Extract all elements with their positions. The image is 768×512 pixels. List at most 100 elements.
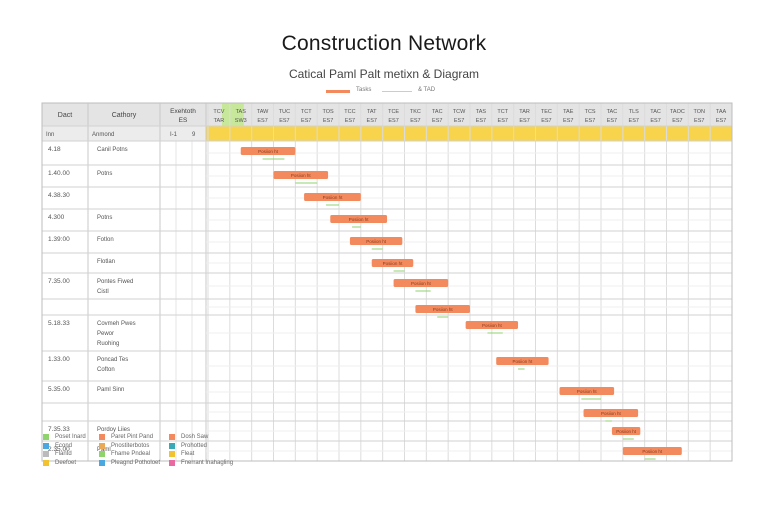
chart-title: Construction Network <box>281 32 487 55</box>
row-category: Paml <box>97 447 111 453</box>
task-bar <box>393 279 449 287</box>
task-bar <box>465 321 519 329</box>
row-category: Fotlon <box>97 237 114 243</box>
period-label-bottom: ES7 <box>672 118 682 124</box>
period-label-top: TUC <box>279 109 290 115</box>
legend-swatch <box>43 442 49 449</box>
row-date: 4.300 <box>48 214 65 221</box>
legend-item: Pnostiterbotos <box>99 442 149 450</box>
task-bar <box>330 215 388 223</box>
task-bar-label: Posiion ht <box>366 239 387 244</box>
period-label-top: TON <box>693 109 705 115</box>
task-bar <box>371 259 414 267</box>
legend-item: Dosh Saw <box>169 433 208 441</box>
legend-label: Pnostiterbotos <box>111 442 150 449</box>
legend-swatch <box>99 434 105 440</box>
task-bar <box>240 147 296 155</box>
subheader-date: Inn <box>46 132 54 138</box>
period-label-top: TCV <box>213 109 224 115</box>
row-category: Canil Potns <box>97 147 128 153</box>
period-label-top: TCT <box>497 109 508 115</box>
period-label-bottom: ES7 <box>476 118 486 124</box>
legend-label: Pleagnd Potholoet <box>111 459 161 466</box>
task-bar-label: Posiion ht <box>642 449 663 454</box>
row-date: 1.39:00 <box>48 236 70 243</box>
period-label-bottom: ES7 <box>367 118 377 124</box>
task-bar-label: Posiion ht <box>258 149 279 154</box>
period-label-bottom: ES7 <box>716 118 726 124</box>
row-category: Covmeh Pwes <box>97 321 136 327</box>
period-label-bottom: ES7 <box>432 118 442 124</box>
period-label-bottom: ES7 <box>498 118 508 124</box>
row-date: 4.18 <box>48 146 61 153</box>
task-bar-label: Posiion ht <box>616 429 637 434</box>
period-label-top: TKC <box>410 109 421 115</box>
legend-item: Fleat <box>169 450 194 458</box>
task-bar <box>415 305 470 313</box>
period-label-bottom: SW3 <box>235 118 247 124</box>
period-label-top: TAE <box>563 109 574 115</box>
period-label-top: TCC <box>344 109 355 115</box>
legend-swatch <box>169 451 175 457</box>
period-label-top: TAA <box>716 109 727 115</box>
legend-label: Dosh Saw <box>181 434 209 440</box>
period-label-top: TAS <box>476 109 487 115</box>
period-label-bottom: ES7 <box>585 118 595 124</box>
period-label-top: TCT <box>301 109 312 115</box>
row-date: 1.33.00 <box>48 356 70 363</box>
row-date: 4.38.30 <box>48 192 70 199</box>
period-label-top: TAS <box>236 109 247 115</box>
top-legend-label-tasks: Tasks <box>356 87 372 93</box>
task-bar-label: Posiion ht <box>433 307 454 312</box>
legend-label: Econd <box>55 442 73 449</box>
period-label-top: TAT <box>367 109 377 115</box>
chart-subtitle: Catical Paml Palt metixn & Diagram <box>288 67 480 81</box>
row-category: Paml Sinn <box>97 387 124 393</box>
task-bar <box>349 237 403 245</box>
row-category: Flotlan <box>97 259 115 265</box>
period-label-top: TOS <box>322 109 334 115</box>
legend-swatch <box>43 434 49 440</box>
task-bar-label: Posiion ht <box>349 217 370 222</box>
period-label-top: TCE <box>388 109 399 115</box>
period-label-bottom: ES7 <box>345 118 355 124</box>
row-category: Cistl <box>97 289 109 295</box>
row-category: Cofton <box>97 367 115 373</box>
legend-swatch <box>43 459 49 466</box>
task-bar-label: Posiion ht <box>411 281 432 286</box>
period-label-top: TLS <box>629 109 639 115</box>
legend-label: Prohotted <box>181 442 208 449</box>
legend-label: Paret Pint Pand <box>111 434 154 440</box>
legend-swatch <box>43 451 49 457</box>
period-label-bottom: ES7 <box>607 118 617 124</box>
period-label-bottom: ES7 <box>323 118 333 124</box>
task-bar-label: Posiion ht <box>291 173 312 178</box>
legend-label: Deefoet <box>55 459 77 466</box>
row-category: Pewor <box>97 331 114 337</box>
legend-item: Fhame Pndeal <box>99 450 150 458</box>
row-category: Poncad Tes <box>97 357 128 363</box>
subheader-es-b: 9 <box>192 132 196 138</box>
task-bar <box>559 387 615 395</box>
legend-item: Econd <box>43 442 72 450</box>
period-label-bottom: ES7 <box>541 118 551 124</box>
legend-swatch <box>99 459 105 466</box>
row-date: 7.35.33 <box>48 426 70 433</box>
task-bar <box>304 193 361 201</box>
header-category: Cathory <box>112 112 137 119</box>
task-bar-label: Posiion ht <box>323 195 344 200</box>
row-category: Potns <box>97 215 112 221</box>
period-label-bottom: ES7 <box>279 118 289 124</box>
legend-item: Prohotted <box>169 442 207 450</box>
period-label-top: TAC <box>650 109 661 115</box>
legend-label: Fnerrant Inahagling <box>181 459 234 466</box>
legend-item: Flantd <box>43 450 72 458</box>
header-date: Dact <box>58 112 72 119</box>
period-label-top: TAC <box>607 109 618 115</box>
subheader-category: Anmond <box>92 132 114 138</box>
period-label-top: TCW <box>453 109 466 115</box>
task-bar-label: Posiion ht <box>513 359 534 364</box>
legend-item: Deefoet <box>43 459 76 467</box>
row-date: 1.40.00 <box>48 170 70 177</box>
row-category: Potns <box>97 171 112 177</box>
